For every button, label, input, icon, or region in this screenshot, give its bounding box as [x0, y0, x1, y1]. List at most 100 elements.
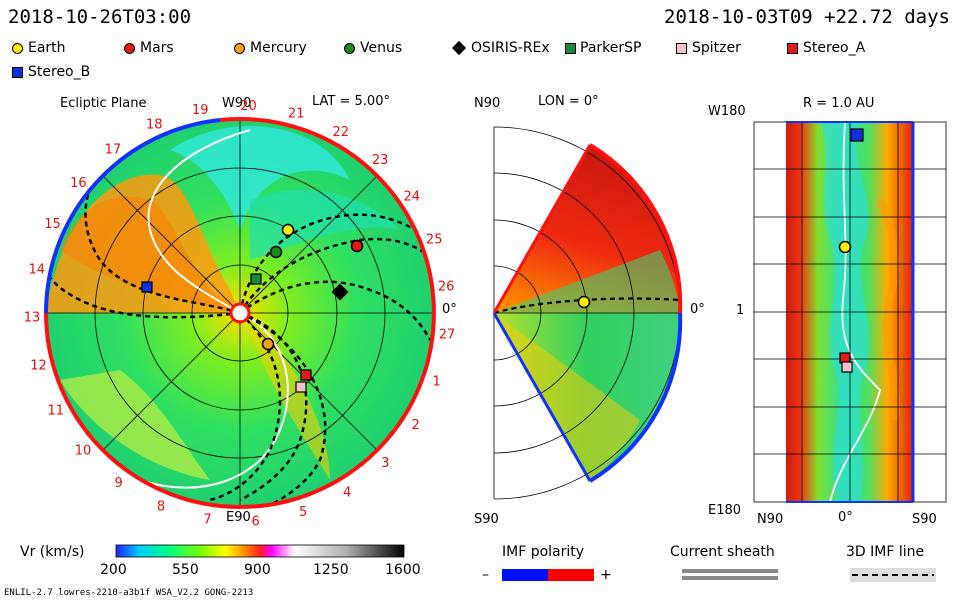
radial-bottom-left-label: E180 [708, 503, 742, 518]
imf-polarity-label: IMF polarity [502, 544, 585, 560]
carrington-number: 21 [288, 107, 305, 122]
radial-title: R = 1.0 AU [803, 96, 875, 111]
legend-item-venus: Venus [344, 40, 402, 56]
carrington-number: 7 [203, 512, 211, 527]
carrington-number: 25 [426, 233, 443, 248]
current-sheath-label: Current sheath [670, 544, 775, 560]
stereo-a-marker-icon [787, 42, 798, 54]
legend-label: Spitzer [692, 40, 741, 56]
carrington-number: 17 [105, 142, 122, 157]
mercury-marker-icon [234, 42, 245, 54]
meridional-lon-label: LON = 0° [538, 94, 599, 109]
carrington-number: 16 [70, 176, 87, 191]
carrington-number: 5 [299, 505, 307, 520]
colorbar-tick: 1250 [313, 562, 349, 578]
radial-x-left-label: N90 [757, 512, 784, 527]
venus-marker-icon [344, 42, 355, 54]
carrington-number: 9 [115, 476, 123, 491]
venus-marker [269, 245, 283, 259]
legend-label: Mars [140, 40, 174, 56]
carrington-number: 18 [146, 118, 163, 133]
mercury-marker [261, 337, 275, 351]
meridional-top-label: N90 [474, 96, 501, 111]
spitzer-marker-radial [841, 361, 853, 373]
carrington-number: 19 [192, 103, 209, 118]
carrington-number: 24 [404, 190, 421, 205]
radial-x-right-label: S90 [912, 512, 937, 527]
imf-plus-label: + [600, 567, 612, 583]
meridional-bottom-label: S90 [474, 512, 499, 527]
carrington-number: 15 [44, 217, 61, 232]
carrington-number: 26 [438, 279, 455, 294]
carrington-number: 2 [412, 418, 420, 433]
carrington-number: 14 [29, 263, 46, 278]
ecliptic-right-label: 0° [442, 302, 457, 317]
radial-x-mid-label: 0° [838, 510, 853, 525]
colorbar [115, 544, 405, 558]
legend-item-osiris-rex: OSIRIS-REx [451, 40, 550, 56]
mars-marker [350, 239, 364, 253]
ecliptic-top-label: W90 [222, 96, 252, 111]
colorbar-tick: 900 [244, 562, 271, 578]
legend-label: Stereo_B [28, 64, 91, 80]
ecliptic-bottom-label: E90 [226, 510, 251, 525]
mars-marker-icon [124, 42, 135, 54]
legend-label: OSIRIS-REx [471, 40, 550, 56]
legend-item-stereo-a: Stereo_A [787, 40, 865, 56]
radial-map-panel [753, 121, 947, 503]
legend-item-mercury: Mercury [234, 40, 307, 56]
meridional-panel [492, 126, 683, 500]
imf-polarity-key [502, 569, 594, 581]
stereo-a-marker [300, 369, 312, 381]
ecliptic-title: Ecliptic Plane [60, 96, 147, 111]
model-footer: ENLIL-2.7 lowres-2210-a3b1f WSA_V2.2 GON… [4, 588, 254, 598]
ecliptic-plane-panel [44, 116, 436, 509]
carrington-number: 6 [252, 514, 260, 529]
colorbar-label: Vr (km/s) [20, 544, 85, 560]
colorbar-tick: 550 [172, 562, 199, 578]
earth-marker [281, 223, 295, 237]
simulation-time: 2018-10-26T03:00 [8, 6, 192, 28]
stereo-b-marker [141, 281, 153, 293]
stereo-b-marker-radial [850, 128, 864, 142]
spitzer-marker [295, 381, 307, 393]
colorbar-tick: 200 [100, 562, 127, 578]
imf-line-label: 3D IMF line [846, 544, 925, 560]
imf-minus-label: – [482, 567, 489, 583]
forecast-time: 2018-10-03T09 +22.72 days [664, 6, 950, 28]
carrington-number: 1 [433, 375, 441, 390]
earth-marker-icon [12, 42, 23, 54]
earth-marker-radial [838, 240, 852, 254]
legend-label: Mercury [250, 40, 307, 56]
carrington-number: 4 [343, 485, 351, 500]
legend-label: Venus [360, 40, 403, 56]
legend-item-mars: Mars [124, 40, 174, 56]
spitzer-marker-icon [676, 42, 687, 54]
carrington-labels: 19 20 212223242526271234567891011121314151… [24, 99, 456, 529]
legend-label: ParkerSP [580, 40, 642, 56]
legend-label: Earth [28, 40, 66, 56]
legend-item-parkersp: ParkerSP [565, 40, 641, 56]
osiris-rex-marker [331, 283, 349, 301]
colorbar-tick: 1600 [385, 562, 421, 578]
earth-marker-meridional [577, 295, 591, 309]
radial-top-left-label: W180 [708, 104, 746, 119]
ecliptic-bodies [141, 223, 364, 393]
carrington-number: 3 [381, 456, 389, 471]
carrington-number: 12 [30, 359, 47, 374]
carrington-number: 27 [439, 328, 456, 343]
carrington-number: 20 [240, 99, 257, 114]
ecliptic-lat-label: LAT = 5.00° [312, 94, 390, 109]
carrington-number: 10 [75, 444, 92, 459]
carrington-number: 23 [372, 153, 389, 168]
carrington-number: 22 [333, 125, 350, 140]
meridional-right-label: 0° [690, 302, 705, 317]
imf-line-key [850, 568, 936, 582]
carrington-number: 11 [48, 404, 65, 419]
legend-item-earth: Earth [12, 40, 66, 56]
radial-mid-left-label: 1 [736, 303, 745, 318]
parkersp-marker [250, 273, 262, 285]
current-sheath-key [682, 569, 778, 580]
legend-item-stereo-b: Stereo_B [12, 64, 90, 80]
